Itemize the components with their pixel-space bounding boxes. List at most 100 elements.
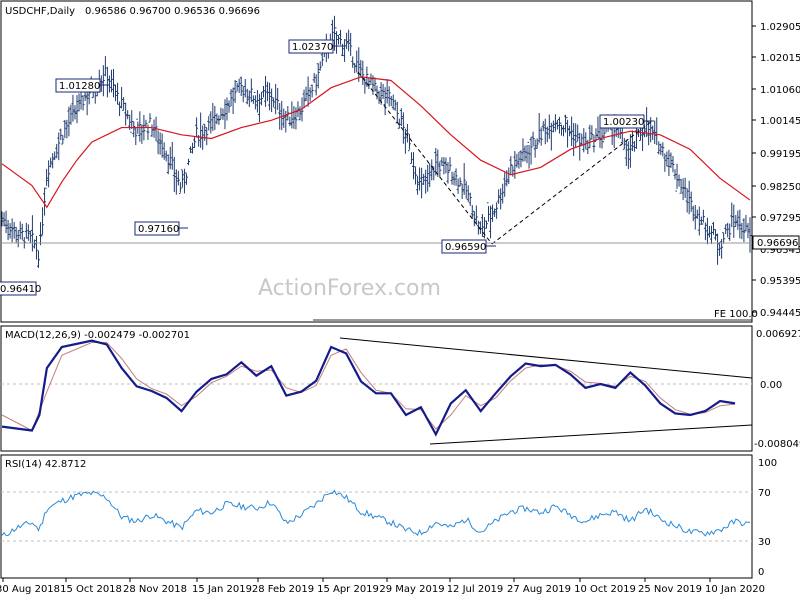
ohlc-bar (493, 208, 497, 217)
ohlc-bar (81, 95, 85, 111)
ohlc-bar (586, 139, 590, 155)
ohlc-bar (707, 226, 711, 238)
ohlc-bar (712, 222, 716, 235)
ohlc-bar (16, 230, 20, 248)
ohlc-bar (312, 72, 316, 83)
symbol-label: USDCHF,Daily (5, 6, 75, 17)
ohlc-bar (12, 222, 16, 239)
rsi-title: RSI(14) 42.8712 (5, 459, 86, 470)
macd-trendline-top (339, 337, 753, 379)
callout-1.00230: 1.00230 (599, 114, 654, 129)
ohlc-bar (189, 146, 193, 154)
ohlc-bar (444, 157, 448, 174)
current-price-tag-text: 0.96696 (757, 238, 798, 249)
ohlc-bar (73, 105, 77, 120)
ohlc-bar (671, 155, 675, 173)
ohlc-readout: 0.96586 0.96700 0.96536 0.96696 (85, 6, 260, 17)
ohlc-bar (464, 181, 468, 199)
rsi-70-label: 70 (758, 488, 771, 499)
ohlc-bar (574, 123, 578, 148)
ohlc-bar (130, 110, 134, 133)
ohlc-bar (172, 156, 176, 193)
ohlc-bar (651, 125, 655, 140)
price-tick-label: 0.97295 (760, 213, 800, 224)
ohlc-bar (160, 133, 164, 158)
ohlc-bar (527, 141, 531, 169)
ohlc-bar (174, 169, 178, 195)
svg-text:1.01280: 1.01280 (59, 81, 100, 92)
ohlc-bar (559, 122, 563, 136)
ohlc-bar (51, 153, 55, 169)
ohlc-bar (162, 142, 166, 160)
x-tick-label: 15 Jan 2019 (192, 584, 252, 595)
ohlc-bar (572, 122, 576, 157)
macd-zero-label: 0.00 (760, 380, 782, 391)
ohlc-bar (596, 116, 600, 139)
ohlc-bar (553, 114, 557, 132)
ohlc-bar (389, 95, 393, 107)
ohlc-bar (667, 149, 671, 177)
macd-title: MACD(12,26,9) -0.002479 -0.002701 (5, 330, 190, 341)
ohlc-bar (549, 122, 553, 151)
ohlc-bar (357, 47, 361, 82)
ohlc-bar (491, 204, 495, 222)
x-tick-label: 30 Aug 2018 (0, 584, 60, 595)
ohlc-bar (547, 114, 551, 139)
ohlc-bar (103, 56, 107, 77)
ohlc-bar (28, 230, 32, 244)
ohlc-bar (314, 74, 318, 96)
ohlc-bar (14, 226, 18, 243)
ohlc-bar (320, 52, 324, 67)
ohlc-bar (349, 32, 353, 56)
ohlc-bar (401, 112, 405, 144)
ohlc-bar (683, 177, 687, 199)
ohlc-bar (570, 116, 574, 146)
ohlc-bar (166, 154, 170, 175)
ohlc-bar (156, 130, 160, 155)
ohlc-bar (685, 188, 689, 213)
ohlc-bar (116, 82, 120, 105)
ohlc-bar (377, 90, 381, 104)
ohlc-bar (302, 89, 306, 109)
ohlc-bar (428, 163, 432, 188)
macd-top-label: 0.006927 (756, 329, 800, 340)
ohlc-bar (272, 97, 276, 108)
ohlc-bar (460, 183, 464, 200)
rsi-line (1, 489, 751, 537)
svg-text:0.96590: 0.96590 (445, 242, 486, 253)
ohlc-bar (736, 210, 740, 230)
ohlc-bar (138, 111, 142, 142)
ohlc-bar (249, 78, 253, 103)
x-tick-label: 25 Nov 2019 (638, 584, 702, 595)
rsi-panel-frame (0, 454, 753, 579)
ohlc-bar (170, 142, 174, 170)
svg-text:0.97160: 0.97160 (138, 224, 179, 235)
ohlc-bar (83, 92, 87, 101)
ohlc-bar (132, 121, 136, 138)
current-price-tag (752, 235, 800, 250)
ohlc-bar (316, 63, 320, 89)
x-tick-label: 15 Apr 2019 (317, 584, 379, 595)
ohlc-bar (71, 94, 75, 122)
ohlc-bar (738, 209, 742, 239)
ohlc-bar (225, 97, 229, 121)
ohlc-bar (318, 61, 322, 71)
ohlc-bar (592, 134, 596, 153)
ohlc-bar (746, 222, 750, 239)
ohlc-bar (186, 158, 190, 166)
ohlc-bar (55, 143, 59, 159)
ohlc-bar (255, 90, 259, 113)
callout-1.02370: 1.02370 (288, 39, 345, 54)
ohlc-bar (519, 150, 523, 168)
price-tick-label: 1.02905 (760, 22, 800, 33)
ohlc-bar (347, 29, 351, 52)
macd-trendline-bottom (429, 424, 753, 445)
ohlc-bar (695, 209, 699, 219)
ohlc-bar (355, 50, 359, 73)
ohlc-bar (393, 99, 397, 111)
ohlc-bar (101, 65, 105, 97)
ohlc-bar (669, 152, 673, 168)
moving-average-line (1, 76, 751, 209)
ohlc-bar (59, 128, 63, 141)
ohlc-bar (235, 81, 239, 92)
